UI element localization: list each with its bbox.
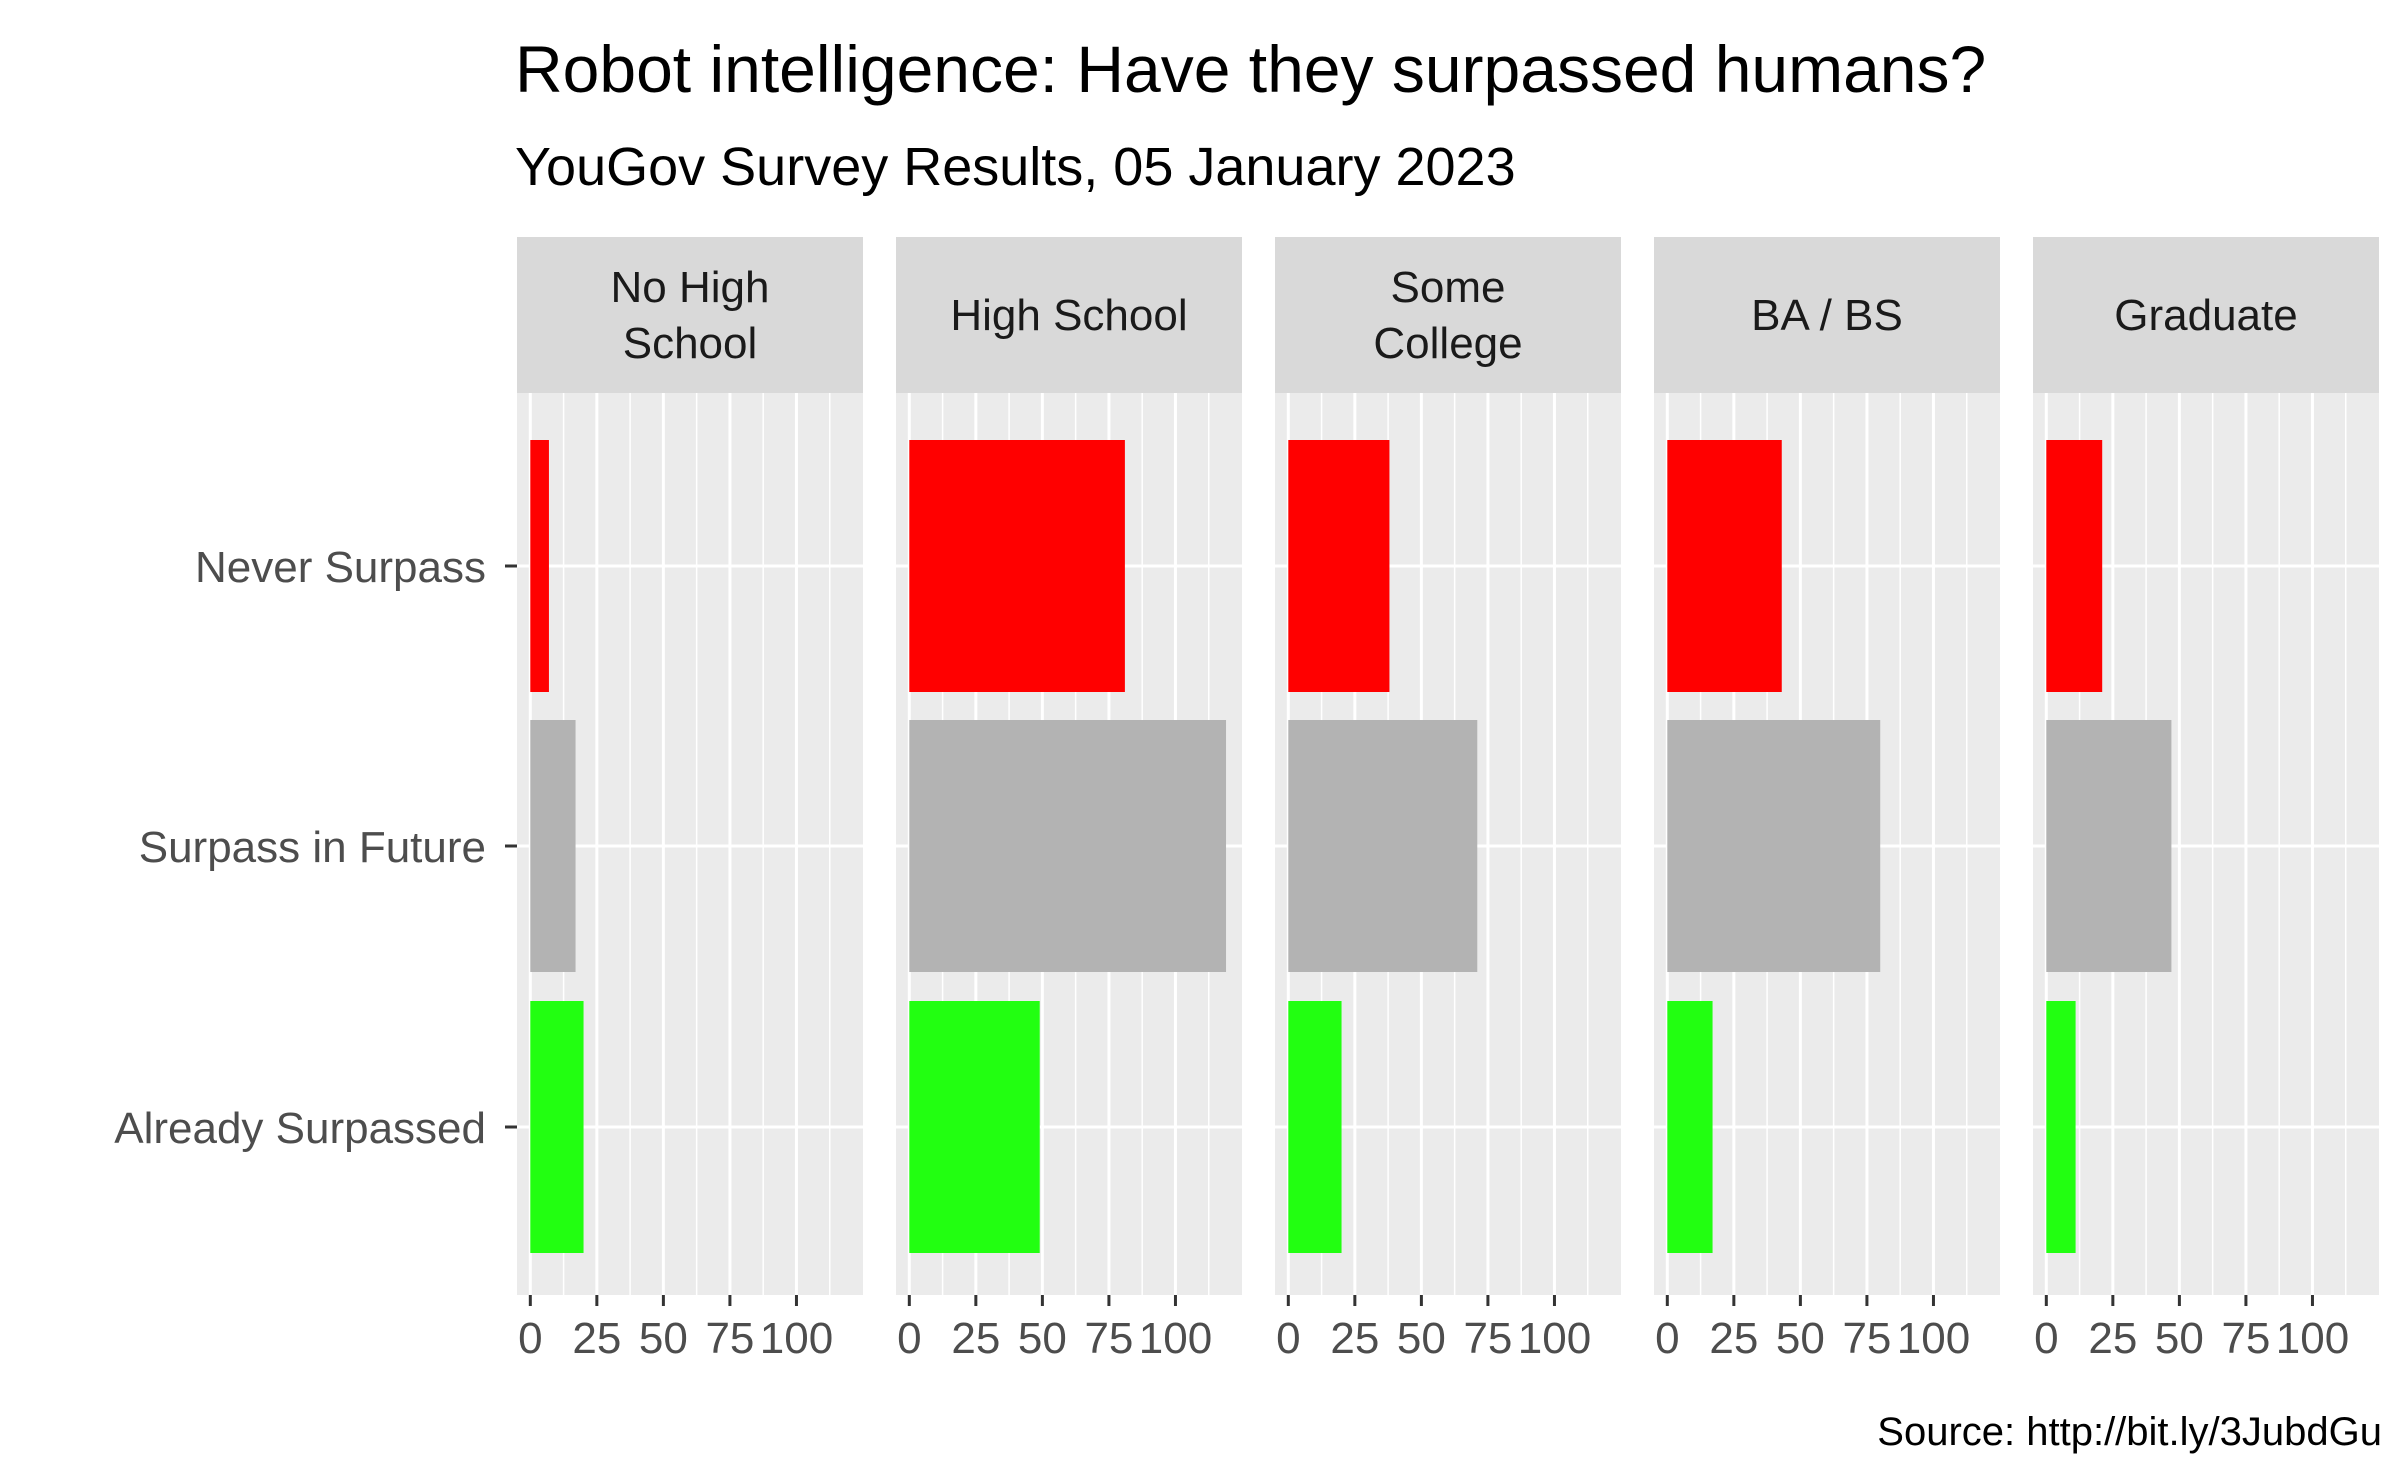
x-tick-label: 50	[1776, 1314, 1825, 1363]
facet-panel: High School 0 25 50 75 100	[896, 237, 1242, 1363]
x-tick-label: 25	[2088, 1314, 2137, 1363]
facet-label: Graduate	[2114, 291, 2297, 340]
x-tick-label: 25	[572, 1314, 621, 1363]
y-tick-label: Never Surpass	[195, 543, 486, 592]
facet-panel: Graduate 0 25 50 75 100	[2033, 237, 2379, 1363]
x-tick-label: 100	[1139, 1314, 1212, 1363]
x-tick-label: 75	[705, 1314, 754, 1363]
x-tick-label: 100	[2276, 1314, 2349, 1363]
bar	[1667, 1001, 1713, 1253]
facet-strip	[896, 237, 1242, 393]
x-tick-label: 50	[1018, 1314, 1067, 1363]
facet-label: School	[623, 319, 758, 368]
facet-label: Some	[1391, 263, 1506, 312]
bar	[909, 440, 1125, 692]
chart-caption: Source: http://bit.ly/3JubdGu	[1877, 1410, 2382, 1454]
x-tick-label: 100	[760, 1314, 833, 1363]
bar	[530, 1001, 584, 1253]
bar	[1667, 440, 1782, 692]
x-tick-label: 0	[518, 1314, 542, 1363]
x-tick-label: 50	[1397, 1314, 1446, 1363]
x-tick-label: 0	[897, 1314, 921, 1363]
facet-label: College	[1373, 319, 1522, 368]
facet-label: High School	[950, 291, 1187, 340]
x-tick-label: 0	[1276, 1314, 1300, 1363]
bar	[1288, 440, 1390, 692]
bar	[909, 720, 1227, 972]
x-tick-label: 75	[2221, 1314, 2270, 1363]
x-tick-label: 25	[1330, 1314, 1379, 1363]
facet-panel: No High School 0 25 50 75 100	[517, 237, 863, 1363]
y-tick-label: Surpass in Future	[139, 823, 486, 872]
chart-subtitle: YouGov Survey Results, 05 January 2023	[515, 137, 1516, 197]
facet-panel: BA / BS 0 25 50 75 100	[1654, 237, 2000, 1363]
bar	[2046, 440, 2103, 692]
bar	[909, 1001, 1040, 1253]
facet-strip	[1654, 237, 2000, 393]
y-axis: Never Surpass Surpass in Future Already Su…	[114, 543, 517, 1153]
facet-label: BA / BS	[1751, 291, 1903, 340]
facet-strip	[517, 237, 863, 393]
x-tick-label: 75	[1842, 1314, 1891, 1363]
bar	[530, 440, 549, 692]
x-tick-label: 100	[1518, 1314, 1591, 1363]
y-tick-label: Already Surpassed	[114, 1104, 486, 1153]
facet-strip	[1275, 237, 1621, 393]
x-tick-label: 75	[1463, 1314, 1512, 1363]
x-tick-label: 100	[1897, 1314, 1970, 1363]
x-tick-label: 0	[2034, 1314, 2058, 1363]
x-tick-label: 75	[1084, 1314, 1133, 1363]
facet-strip	[2033, 237, 2379, 393]
bar	[530, 720, 576, 972]
x-tick-label: 50	[2155, 1314, 2204, 1363]
facet-label: No High	[611, 263, 770, 312]
x-tick-label: 25	[1709, 1314, 1758, 1363]
bar	[1667, 720, 1881, 972]
bar	[2046, 1001, 2076, 1253]
x-tick-label: 0	[1655, 1314, 1679, 1363]
bar	[1288, 1001, 1342, 1253]
facet-panel: Some College 0 25 50 75 100	[1275, 237, 1621, 1363]
x-tick-label: 25	[951, 1314, 1000, 1363]
bar	[1288, 720, 1478, 972]
chart-title: Robot intelligence: Have they surpassed …	[515, 32, 1986, 106]
bar	[2046, 720, 2172, 972]
x-tick-label: 50	[639, 1314, 688, 1363]
